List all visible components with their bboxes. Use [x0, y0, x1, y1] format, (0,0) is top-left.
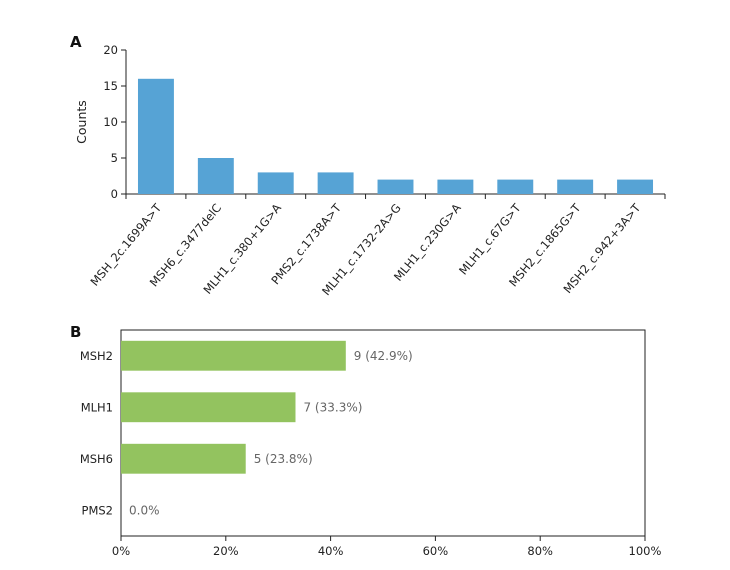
panel-b-bar [121, 392, 296, 423]
panel-b-category-label: MSH2 [80, 349, 113, 363]
panel-a-bar [377, 179, 414, 194]
panel-a-bar [197, 158, 234, 194]
panel-b-x-tick-label: 40% [318, 544, 344, 558]
panel-a-label: A [70, 33, 82, 51]
panel-a-bar [617, 179, 654, 194]
panel-b-bar [121, 443, 246, 474]
panel-a-bar [497, 179, 534, 194]
panel-a-y-tick-label: 5 [111, 151, 118, 165]
panel-b-data-label: 5 (23.8%) [254, 452, 313, 466]
panel-a-y-ticks: 0 5 10 15 20 [103, 43, 126, 201]
panel-b-data-label: 0.0% [129, 503, 160, 517]
panel-a-bar [137, 78, 174, 194]
panel-a-bar [257, 172, 294, 194]
panel-b-category-label: MSH6 [80, 452, 113, 466]
panel-b-category-label: PMS2 [82, 503, 113, 517]
panel-b-x-tick-label: 100% [629, 544, 662, 558]
panel-b-category-label: MLH1 [81, 400, 113, 414]
panel-a-y-tick-label: 0 [111, 187, 118, 201]
panel-a-y-tick-label: 15 [103, 79, 118, 93]
panel-a-bars [137, 78, 654, 194]
panel-a-bar [317, 172, 354, 194]
panel-a-category-label: MLH1_c.67G>T [456, 200, 524, 277]
panel-a-category-label: MLH1_c.230G>A [391, 201, 464, 284]
panel-b-plot-frame [120, 329, 646, 537]
panel-a-y-tick-label: 10 [103, 115, 118, 129]
panel-a-bar [557, 179, 594, 194]
panel-b-axes [120, 329, 646, 537]
panel-b-bars [121, 340, 346, 474]
panel-a-y-tick-label: 20 [103, 43, 118, 57]
panel-b-bar [121, 340, 346, 371]
panel-b-x-ticks: 0% 20% 40% 60% 80% 100% [112, 536, 662, 558]
panel-b-data-labels: 9 (42.9%) 7 (33.3%) 5 (23.8%) 0.0% [129, 349, 413, 518]
panel-b-data-label: 7 (33.3%) [303, 400, 362, 414]
panel-b-label: B [70, 323, 81, 341]
panel-b-category-labels: MSH2 MLH1 MSH6 PMS2 [80, 349, 113, 518]
panel-b-x-tick-label: 80% [527, 544, 553, 558]
panel-a-category-labels: MSH_2c.1699A>TMSH6_c.3477delCMLH1_c.380+… [87, 200, 643, 298]
panel-a-y-axis-label: Counts [74, 100, 89, 144]
panel-b-x-tick-label: 60% [423, 544, 449, 558]
panel-b-x-tick-label: 20% [213, 544, 239, 558]
panel-b-x-tick-label: 0% [112, 544, 130, 558]
panel-b-data-label: 9 (42.9%) [354, 349, 413, 363]
panel-a-bar [437, 179, 474, 194]
